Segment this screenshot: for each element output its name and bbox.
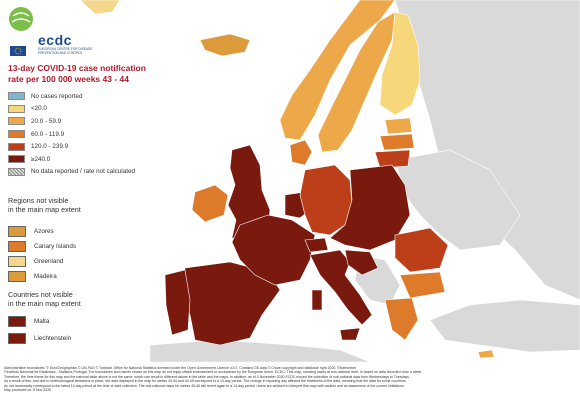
inset-swatch [8, 316, 26, 327]
inset-label: Malta [34, 318, 50, 325]
inset-label: Azores [34, 228, 54, 235]
sardinia [311, 289, 323, 311]
switzerland [304, 237, 329, 253]
iceland [199, 33, 251, 57]
inset-label: Canary Islands [34, 243, 76, 250]
eu-flag-icon [10, 46, 26, 56]
legend-label: 20.0 - 59.9 [31, 117, 62, 125]
legend-item: <20.0 [8, 103, 168, 116]
legend-label: <20.0 [31, 105, 47, 113]
latvia [379, 133, 415, 151]
legend-label: 120.0 - 239.9 [31, 143, 69, 151]
ecdc-logo-text: ecdc [38, 32, 72, 48]
legend-item: ≥240.0 [8, 153, 168, 166]
countries-heading-line-1: Countries not visible [8, 290, 73, 299]
cyprus [477, 349, 495, 359]
inset-item: Malta [8, 316, 49, 327]
ecdc-logo-subtitle: EUROPEAN CENTRE FOR DISEASE PREVENTION A… [38, 47, 93, 55]
countries-heading: Countries not visible in the main map ex… [8, 290, 81, 308]
legend-label: No cases reported [31, 92, 83, 100]
finland [379, 11, 421, 116]
sicily [339, 327, 361, 341]
footer-line: Therefore, the time frame for this map a… [4, 374, 410, 379]
ecdc-globe-icon [9, 7, 33, 31]
legend-label: ≥240.0 [31, 155, 51, 163]
footer-line: Map produced on: 5 Nov 2020 [4, 388, 52, 393]
turkey-region [429, 299, 580, 353]
lithuania [374, 149, 411, 169]
legend-swatch [8, 92, 25, 101]
inset-item: Canary Islands [8, 241, 76, 252]
countries-heading-line-2: in the main map extent [8, 299, 81, 308]
ecdc-logo: ecdc EUROPEAN CENTRE FOR DISEASE PREVENT… [8, 6, 98, 58]
map-title-line-2: rate per 100 000 weeks 43 - 44 [8, 74, 129, 84]
legend-label: No data reported / rate not calculated [31, 168, 135, 176]
footer-line: ©Instituto Nacional de Estatística - Sta… [4, 370, 423, 375]
legend-swatch [8, 117, 25, 126]
romania [394, 227, 449, 273]
denmark [289, 139, 313, 166]
legend-swatch [8, 130, 25, 139]
inset-label: Madeira [34, 273, 57, 280]
footer-line: Administrative boundaries: © EuroGeograp… [4, 366, 356, 370]
footer-line: do not necessarily correspond to the lat… [4, 383, 405, 388]
ukraine-belarus-region [394, 149, 521, 251]
legend: No cases reported <20.0 20.0 - 59.9 60.0… [8, 90, 168, 178]
inset-swatch [8, 226, 26, 237]
greenland-fragment [79, 0, 121, 15]
inset-item: Liechtenstein [8, 333, 71, 344]
inset-swatch [8, 241, 26, 252]
bulgaria [399, 271, 446, 299]
footer-line: As a result of this, and due to methodol… [4, 379, 406, 384]
footer-notes: Administrative boundaries: © EuroGeograp… [4, 366, 576, 392]
sweden [317, 11, 396, 153]
germany [299, 164, 353, 236]
map-title-line-1: 13-day COVID-19 case notification [8, 63, 146, 73]
legend-swatch [8, 104, 25, 113]
inset-swatch [8, 333, 26, 344]
greece [384, 297, 419, 341]
central-europe [329, 164, 411, 251]
legend-item: 120.0 - 239.9 [8, 140, 168, 153]
legend-item: No data reported / rate not calculated [8, 166, 168, 179]
portugal [164, 269, 191, 336]
inset-swatch [8, 271, 26, 282]
legend-label: 60.0 - 119.9 [31, 130, 65, 138]
inset-item: Greenland [8, 256, 63, 267]
legend-swatch [8, 155, 25, 164]
regions-heading-line-2: in the main map extent [8, 205, 81, 214]
legend-item: 20.0 - 59.9 [8, 115, 168, 128]
inset-label: Liechtenstein [34, 335, 72, 342]
regions-heading-line-1: Regions not visible [8, 196, 69, 205]
legend-item: No cases reported [8, 90, 168, 103]
legend-item: 60.0 - 119.9 [8, 128, 168, 141]
regions-heading: Regions not visible in the main map exte… [8, 196, 81, 214]
ireland [191, 184, 229, 223]
slovenia-croatia [344, 249, 379, 276]
inset-item: Azores [8, 226, 54, 237]
map-title: 13-day COVID-19 case notification rate p… [8, 63, 208, 85]
legend-swatch [8, 142, 25, 151]
inset-item: Madeira [8, 271, 57, 282]
norway [279, 0, 396, 141]
france [231, 214, 316, 286]
inset-swatch [8, 256, 26, 267]
estonia [384, 117, 413, 135]
inset-label: Greenland [34, 258, 64, 265]
legend-swatch-hatched [8, 167, 25, 176]
